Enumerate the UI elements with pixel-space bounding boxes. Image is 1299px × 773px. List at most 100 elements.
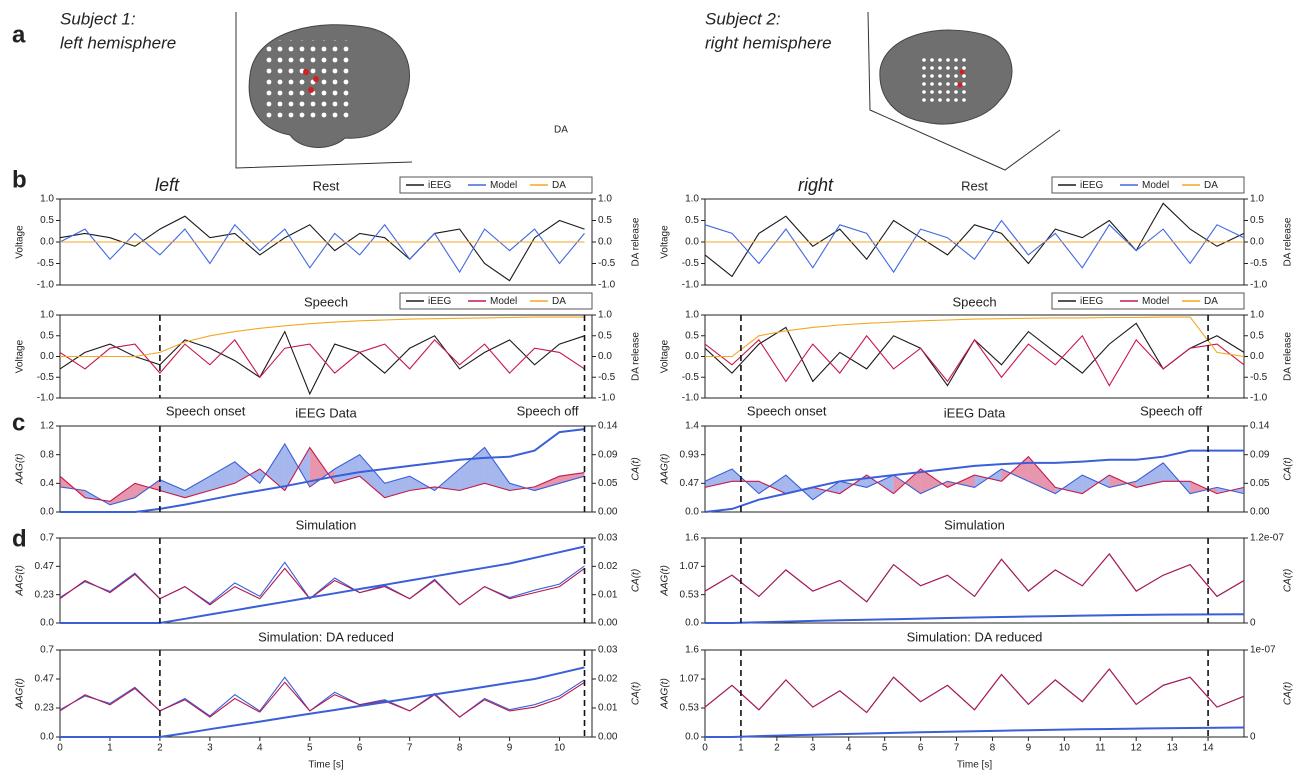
y-axis-label: Voltage (660, 339, 671, 373)
x-tick-label: 6 (918, 743, 924, 754)
plot-frame (59, 537, 593, 624)
series-line (60, 666, 585, 738)
annotation: Speech onset (166, 403, 246, 418)
series-line (59, 330, 585, 396)
x-tick-label: 3 (810, 743, 816, 754)
y-axis-label: AAG(t) (660, 565, 671, 597)
annotation: Speech off (517, 403, 579, 418)
series-line (59, 215, 585, 282)
y-axis-label: AAG(t) (15, 454, 26, 486)
y-tick-label: -0.5 (682, 372, 700, 383)
panel-label: d (12, 525, 27, 552)
series-line (59, 446, 585, 502)
series-line (704, 462, 1245, 501)
x-tick-label: 8 (457, 743, 463, 754)
y2-tick-label: 0.0 (1250, 237, 1264, 248)
y2-axis-label: CA(t) (631, 457, 642, 480)
y-axis-label: AAG(t) (15, 678, 26, 710)
difference-fill (1055, 475, 1083, 494)
x-tick-label: 8 (990, 743, 996, 754)
legend-label: DA (1204, 296, 1218, 307)
y2-axis-label: CA(t) (631, 682, 642, 705)
y2-tick-label: -0.5 (598, 258, 616, 269)
panel-label: c (12, 409, 25, 436)
y2-tick-label: 0.02 (598, 674, 618, 685)
series-line (59, 567, 585, 606)
plot-frame (704, 649, 1245, 738)
y2-tick-label: 0.00 (598, 618, 618, 629)
series-line (59, 223, 585, 274)
hemisphere-label: right (798, 175, 834, 195)
legend-box (1051, 176, 1245, 194)
y2-axis-label: CA(t) (1283, 569, 1294, 592)
brain-left (235, 12, 413, 169)
legend-label: iEEG (1080, 296, 1104, 307)
chart-title: iEEG Data (295, 405, 357, 420)
x-tick-label: 14 (1203, 743, 1215, 754)
y-tick-label: -0.5 (682, 258, 700, 269)
y2-tick-label: 0.0 (598, 237, 612, 248)
legend-label: DA (552, 296, 566, 307)
y-tick-label: 1.0 (685, 194, 699, 205)
y-tick-label: 1.6 (685, 645, 699, 656)
y-tick-label: 0.5 (685, 215, 699, 226)
y-tick-label: 0.0 (40, 507, 54, 518)
difference-fill (920, 469, 948, 494)
plot-frame (59, 649, 593, 738)
x-tick-label: 2 (774, 743, 780, 754)
subject-subtitle: left hemisphere (60, 33, 176, 52)
legend-box (399, 176, 593, 194)
y2-tick-label: 1.0 (598, 194, 612, 205)
x-tick-label: 0 (702, 743, 708, 754)
y-tick-label: 0.0 (40, 351, 54, 362)
y-tick-label: 1.6 (685, 533, 699, 544)
y2-tick-label: 0.03 (598, 533, 618, 544)
x-axis-label: Time [s] (957, 760, 992, 771)
plot-frame (704, 537, 1245, 624)
series-line (704, 334, 1245, 387)
legend-box (399, 292, 593, 310)
x-tick-label: 12 (1131, 743, 1143, 754)
y-tick-label: 0.7 (40, 533, 54, 544)
x-axis-label: Time [s] (308, 760, 343, 771)
x-tick-label: 5 (882, 743, 888, 754)
legend-label: iEEG (428, 296, 452, 307)
legend-label: Model (1142, 296, 1169, 307)
difference-fill (259, 443, 285, 491)
legend-label: DA (552, 180, 566, 191)
plot-frame (59, 314, 593, 399)
y2-tick-label: 1e-07 (1250, 645, 1276, 656)
plot-frame (59, 425, 593, 513)
y-tick-label: 0.0 (685, 351, 699, 362)
legend-label: Model (490, 180, 517, 191)
y-axis-label: Voltage (15, 339, 26, 373)
y2-tick-label: 0.01 (598, 589, 618, 600)
x-tick-label: 4 (846, 743, 852, 754)
series-line (705, 613, 1245, 624)
stray-label: DA (554, 125, 568, 136)
y-tick-label: 0.4 (40, 478, 54, 489)
y2-tick-label: 1.0 (1250, 194, 1264, 205)
x-tick-label: 9 (1026, 743, 1032, 754)
legend-label: DA (1204, 180, 1218, 191)
y2-tick-label: 0.03 (598, 645, 618, 656)
y-axis-label: AAG(t) (15, 565, 26, 597)
chart-title: Simulation (944, 517, 1005, 532)
series-line (704, 553, 1245, 603)
x-tick-label: 1 (738, 743, 744, 754)
chart-title: iEEG Data (944, 405, 1006, 420)
y-tick-label: -0.5 (37, 372, 55, 383)
y2-tick-label: 1.0 (1250, 310, 1264, 321)
chart-title: Speech (304, 294, 348, 309)
series-line (60, 545, 585, 624)
y2-tick-label: 0.5 (598, 215, 612, 226)
y-tick-label: 0.47 (35, 561, 55, 572)
series-line (704, 202, 1245, 278)
y2-tick-label: 0.5 (1250, 215, 1264, 226)
legend-label: Model (1142, 180, 1169, 191)
y-tick-label: -1.0 (682, 280, 700, 291)
difference-fill (209, 461, 235, 491)
y-tick-label: -1.0 (37, 393, 55, 404)
y-tick-label: 1.0 (40, 310, 54, 321)
